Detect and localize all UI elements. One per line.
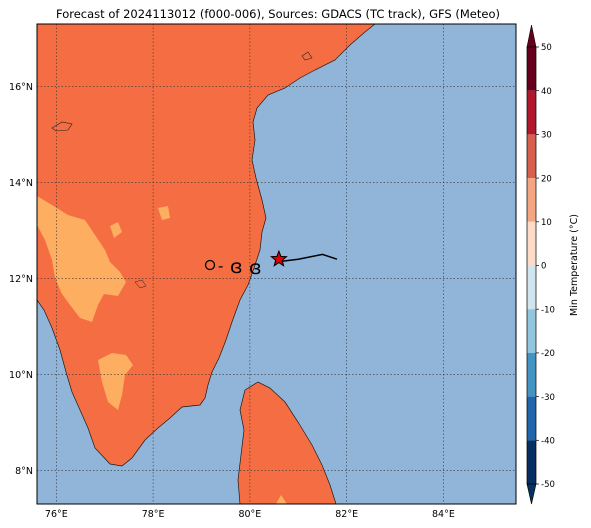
lat-tick-label: 8°N [15,466,33,477]
lat-tick-label: 10°N [9,370,33,381]
colorbar-tick-label: -40 [541,437,555,447]
cyclone-position-star [269,249,288,267]
lon-tick-label: 82°E [335,509,358,520]
colorbar-tick-label: 40 [541,87,552,97]
warm-zone [110,222,122,238]
colorbar-tick-label: -20 [541,349,555,359]
coastal-island [134,279,147,289]
warm-zone [98,353,133,410]
lon-tick-label: 80°E [238,509,261,520]
lat-tick-label: 16°N [9,82,33,93]
cyclone-symbol-1: ɞ [230,256,243,278]
lat-tick-label: 14°N [9,178,33,189]
sri-lanka-landmass [237,381,337,504]
lat-tick-label: 12°N [9,274,33,285]
lon-tick-label: 78°E [142,509,165,520]
cyclone-symbol-2: ɞ [249,257,262,279]
colorbar-segment [527,396,536,441]
colorbar-segment [527,178,536,222]
warm-zone [37,196,126,322]
track-symbol-circle [204,259,216,271]
colorbar-tick-label: 20 [541,174,552,184]
colorbar-segment [527,309,536,353]
lon-tick-label: 76°E [45,509,68,520]
colorbar-tick-label: 30 [541,131,552,141]
coastal-island [301,51,313,61]
track-symbol-dash: - [218,257,223,275]
colorbar-tick-label: 10 [541,218,552,228]
colorbar-tick-label: -50 [541,480,555,490]
colorbar-segment [527,440,536,484]
colorbar-tick-label: 50 [541,43,552,53]
colorbar-max-extend [526,24,537,48]
warm-zone [276,495,287,504]
colorbar-tick-label: 0 [541,262,546,272]
colorbar-segment [527,265,536,310]
colorbar-segment [527,134,536,179]
map-frame [36,23,517,505]
colorbar-segment [527,47,536,91]
colorbar-segment [527,221,536,266]
cyclone-track-line [278,253,338,263]
colorbar-min-extend [526,483,537,505]
colorbar-tick-label: -30 [541,393,555,403]
lon-tick-label: 84°E [432,509,455,520]
warm-zone [158,206,170,220]
colorbar-segment [527,352,536,397]
colorbar-segment [527,90,536,135]
coastal-island [51,121,73,132]
colorbar-tick-label: -10 [541,305,555,315]
map-title: Forecast of 2024113012 (f000-006), Sourc… [56,7,500,21]
colorbar-label: Min Temperature (°C) [569,214,580,316]
